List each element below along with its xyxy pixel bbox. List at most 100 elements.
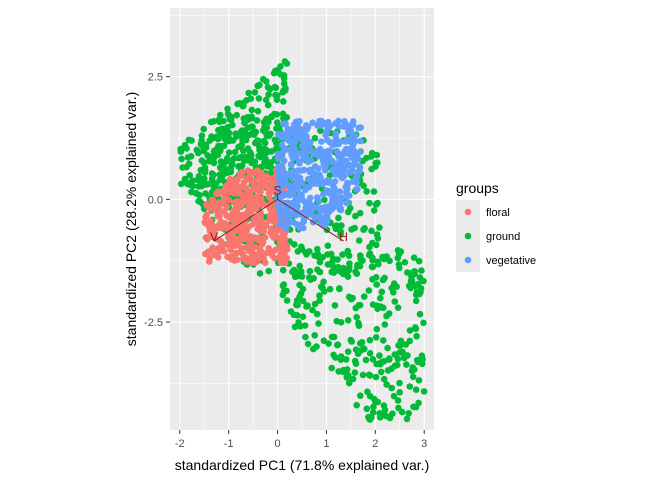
scatter-point-ground — [326, 285, 334, 293]
scatter-point-vegetative — [280, 120, 288, 128]
scatter-point-ground — [261, 123, 268, 131]
scatter-point-ground — [395, 250, 403, 258]
scatter-point-ground — [242, 153, 250, 161]
scatter-point-vegetative — [315, 198, 323, 205]
scatter-point-ground — [372, 334, 380, 341]
loading-label: S — [274, 183, 282, 197]
scatter-point-ground — [184, 154, 192, 161]
scatter-point-vegetative — [281, 145, 288, 152]
legend-label-vegetative: vegetative — [486, 255, 536, 267]
scatter-point-ground — [391, 298, 399, 305]
scatter-point-ground — [360, 182, 367, 190]
scatter-point-ground — [363, 188, 371, 195]
scatter-point-vegetative — [316, 171, 323, 179]
scatter-point-ground — [272, 84, 280, 92]
scatter-point-vegetative — [286, 192, 293, 199]
scatter-point-ground — [416, 310, 424, 318]
scatter-point-floral — [262, 182, 270, 190]
scatter-point-ground — [418, 267, 425, 274]
scatter-point-vegetative — [309, 119, 316, 126]
scatter-point-ground — [354, 261, 361, 269]
scatter-point-ground — [370, 188, 378, 195]
scatter-point-vegetative — [323, 130, 330, 137]
scatter-point-ground — [197, 166, 205, 174]
scatter-point-ground — [351, 369, 359, 376]
scatter-point-floral — [211, 204, 219, 212]
scatter-point-ground — [314, 266, 321, 274]
scatter-point-floral — [265, 217, 273, 225]
scatter-point-floral — [244, 210, 251, 218]
scatter-point-ground — [217, 158, 225, 165]
scatter-point-ground — [360, 293, 368, 300]
data-points — [177, 58, 428, 423]
loading-arrows: V S H — [210, 183, 348, 244]
scatter-point-ground — [225, 149, 233, 156]
x-tick-label: 2 — [372, 438, 378, 450]
scatter-point-ground — [368, 165, 375, 173]
scatter-point-ground — [327, 250, 335, 258]
scatter-point-floral — [236, 183, 243, 191]
scatter-point-vegetative — [305, 198, 313, 205]
scatter-point-ground — [283, 297, 291, 304]
scatter-point-ground — [224, 157, 232, 165]
scatter-point-ground — [294, 301, 301, 309]
scatter-point-ground — [227, 164, 235, 171]
scatter-point-ground — [388, 365, 395, 373]
scatter-point-ground — [224, 123, 232, 131]
scatter-point-floral — [202, 220, 210, 227]
scatter-point-ground — [311, 332, 319, 339]
scatter-point-floral — [228, 181, 236, 188]
scatter-point-ground — [292, 272, 299, 280]
scatter-point-ground — [401, 259, 409, 266]
scatter-point-vegetative — [335, 123, 343, 130]
scatter-point-vegetative — [289, 142, 297, 149]
scatter-point-vegetative — [323, 136, 331, 144]
legend-marker — [464, 232, 472, 240]
scatter-point-ground — [316, 297, 324, 304]
scatter-point-vegetative — [302, 204, 310, 211]
scatter-point-ground — [411, 366, 418, 373]
scatter-point-ground — [255, 95, 263, 102]
scatter-point-floral — [215, 254, 222, 261]
scatter-point-ground — [370, 207, 378, 214]
scatter-point-ground — [346, 260, 353, 267]
scatter-point-floral — [250, 200, 258, 207]
legend-marker — [464, 256, 472, 264]
scatter-point-ground — [400, 354, 408, 362]
legend: groups floral ground vegetative — [456, 180, 536, 272]
scatter-point-floral — [262, 222, 270, 229]
scatter-point-vegetative — [288, 151, 296, 158]
scatter-point-ground — [324, 242, 332, 249]
scatter-point-ground — [245, 89, 252, 97]
scatter-point-ground — [397, 337, 405, 345]
scatter-point-ground — [332, 223, 339, 230]
scatter-point-floral — [276, 239, 284, 246]
scatter-point-ground — [380, 337, 387, 344]
scatter-point-ground — [336, 285, 343, 293]
scatter-point-ground — [378, 288, 386, 296]
scatter-point-floral — [234, 198, 241, 205]
scatter-point-ground — [207, 118, 215, 126]
scatter-point-ground — [328, 364, 336, 372]
scatter-point-ground — [409, 269, 416, 276]
scatter-point-vegetative — [343, 191, 351, 198]
scatter-point-ground — [291, 241, 298, 248]
scatter-point-floral — [265, 245, 273, 252]
scatter-point-vegetative — [323, 187, 330, 194]
scatter-point-ground — [318, 284, 326, 291]
scatter-point-floral — [221, 193, 229, 200]
scatter-point-vegetative — [341, 167, 348, 174]
scatter-point-ground — [186, 172, 193, 179]
scatter-point-ground — [271, 110, 278, 118]
scatter-point-ground — [299, 313, 307, 321]
scatter-point-ground — [406, 383, 414, 390]
scatter-point-ground — [235, 163, 242, 170]
scatter-point-vegetative — [294, 222, 302, 229]
scatter-point-ground — [362, 356, 370, 364]
scatter-point-ground — [294, 248, 302, 255]
scatter-point-vegetative — [357, 137, 364, 145]
scatter-point-ground — [351, 357, 359, 365]
scatter-point-ground — [417, 285, 425, 292]
scatter-point-vegetative — [275, 186, 283, 193]
scatter-point-floral — [206, 227, 214, 235]
